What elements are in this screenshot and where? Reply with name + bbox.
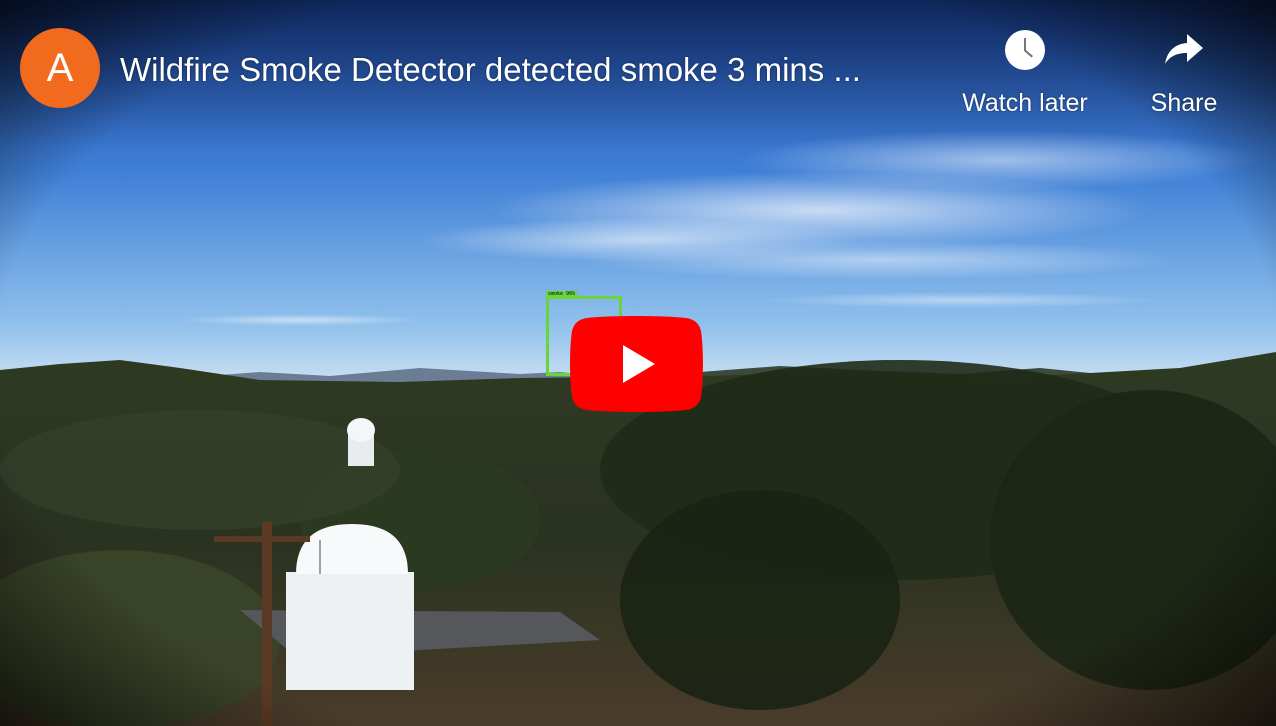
play-button[interactable] xyxy=(569,316,704,412)
clock-icon xyxy=(1005,30,1045,75)
share-label: Share xyxy=(1150,89,1218,117)
watch-later-label: Watch later xyxy=(962,89,1088,117)
watch-later-button[interactable]: Watch later xyxy=(950,30,1100,118)
share-arrow-icon xyxy=(1163,30,1205,75)
detection-label: smoke 96% xyxy=(546,291,578,297)
video-title[interactable]: Wildfire Smoke Detector detected smoke 3… xyxy=(120,51,861,88)
share-button[interactable]: Share xyxy=(1140,30,1228,118)
channel-avatar[interactable]: A xyxy=(20,28,100,108)
video-header: A Wildfire Smoke Detector detected smoke… xyxy=(0,0,1276,140)
youtube-play-icon xyxy=(569,316,704,416)
